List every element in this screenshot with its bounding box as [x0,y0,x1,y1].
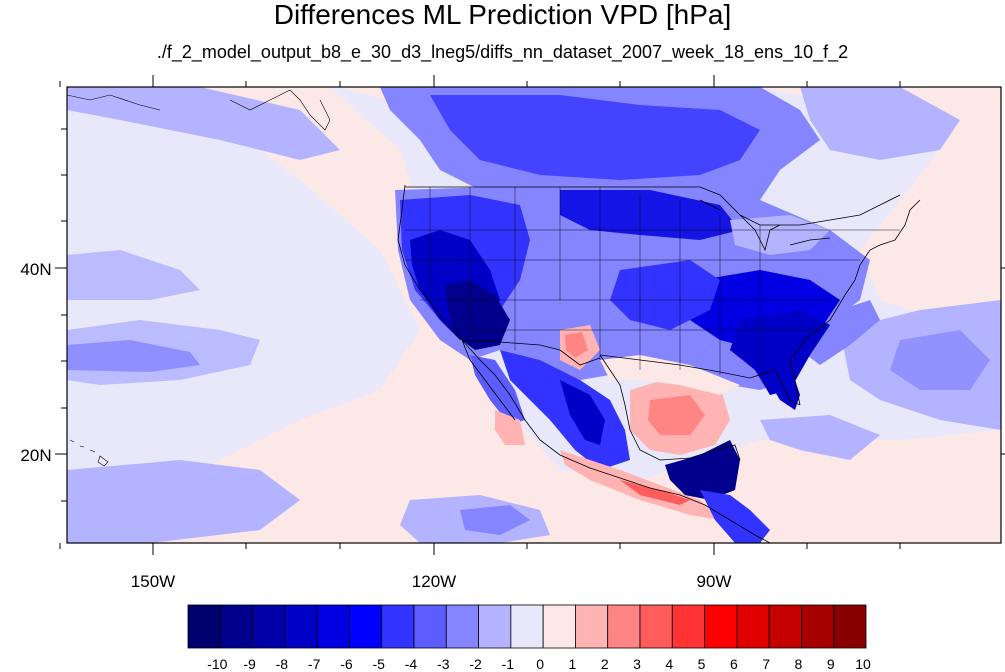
lon-label-120w: 120W [412,572,456,591]
colorbar-box [833,604,867,649]
state-borders [405,187,900,375]
colorbar-label: 8 [795,656,803,672]
colorbar-labels: -10 -9 -8 -7 -6 -5 -4 -3 -2 -1 0 1 2 3 4 5 6 7 8 9 10 [207,656,871,672]
colorbar-label: 9 [827,656,835,672]
axis-ticks [55,75,1005,555]
lon-label-90w: 90W [697,572,732,591]
hudson-light [800,87,960,160]
atlantic-blue [890,330,990,390]
colorbar-label: 4 [665,656,673,672]
east-coast-line [789,199,921,406]
colorbar-box [575,604,609,649]
colorbar-label: -6 [340,656,353,672]
us-midwest-blue [610,260,720,330]
lat-label-20n: 20N [20,446,51,465]
colorbar-box [349,604,383,649]
baja-blue [470,355,525,425]
gulf-coast-pink [600,355,740,395]
colorbar-box [510,604,544,649]
alaska-light [67,87,340,160]
colorbar-label: -8 [276,656,289,672]
colorbar-label: 1 [569,656,577,672]
south-pacific-blue-3 [460,505,530,535]
colorbar-box [639,604,673,649]
great-lakes-light [730,215,830,255]
colorbar-box [801,604,835,649]
us-blue-southeast [730,310,830,395]
pacific-pink-band [67,87,1001,543]
colorbar-label: 6 [730,656,738,672]
west-pink-coast [495,410,525,445]
us-mexico-border [461,339,601,366]
west-coast-line [397,184,771,543]
alaska-coast [66,89,331,131]
colorbar-label: -1 [502,656,515,672]
gulf-red [648,395,705,435]
colorbar-label: 10 [855,656,871,672]
colorbar-box [252,604,286,649]
colorbar-label: -2 [469,656,482,672]
colorbar-label: 7 [762,656,770,672]
colorbar-box [413,604,447,649]
colorbar-box [316,604,350,649]
colorbar-label: -9 [243,656,256,672]
colorbar-label: 2 [601,656,609,672]
colorbar-box [768,604,802,649]
colorbar-label: -5 [372,656,385,672]
colorbar-box [478,604,512,649]
yucatan-navy [665,440,740,500]
colorbar-label: 3 [633,656,641,672]
mexico-coast-red [620,480,690,505]
colorbar-box [284,604,318,649]
great-lakes [699,199,831,252]
colorbar-label: -10 [207,656,227,672]
us-navy-southwest [445,280,510,350]
lon-label-150w: 150W [131,572,175,591]
colorbar-box [542,604,576,649]
colorbar-label: -4 [405,656,418,672]
mexico-darkblue [560,380,605,445]
pacific-blue-patch [67,340,200,372]
colorbar-label: -7 [308,656,321,672]
colorbar-label: 0 [536,656,544,672]
caribbean-blue [760,415,880,460]
gulf-coast-line [599,354,801,461]
central-america-blue [700,490,770,543]
colorbar-box [736,604,770,649]
texas-red [565,332,588,358]
chart-title: Differences ML Prediction VPD [hPa] [273,0,732,30]
baja-line [461,339,516,421]
canada-mid-blue [430,95,760,180]
colorbar-box [607,604,641,649]
south-pacific-blue [67,460,300,543]
us-blue-plains [560,190,740,240]
hawaii-islands [69,439,109,467]
gulf-stream-blue [800,300,880,365]
colorbar-label: -3 [437,656,450,672]
colorbar-box [219,604,253,649]
colorbar-box [381,604,415,649]
chart-subtitle: ./f_2_model_output_b8_e_30_d3_lneg5/diff… [156,42,849,62]
pacific-light-blue-patch-2 [67,250,200,300]
map-field [67,87,1001,543]
colorbar-label: 5 [698,656,706,672]
colorbar-box [445,604,479,649]
lat-label-40n: 40N [20,260,51,279]
colorbar-box [704,604,738,649]
colorbar-box [187,604,221,649]
colorbar-box [671,604,705,649]
colorbar [187,604,867,649]
